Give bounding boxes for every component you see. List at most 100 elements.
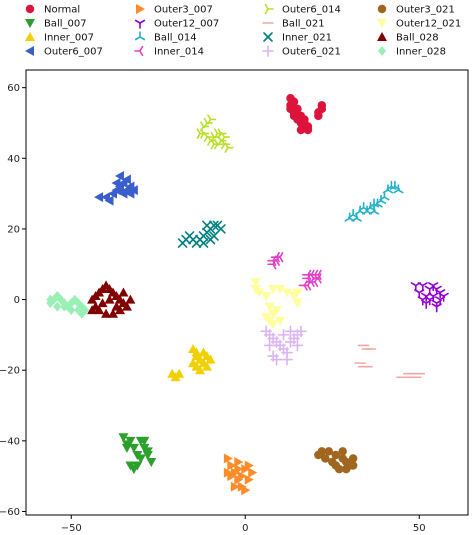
data-point xyxy=(101,308,112,318)
data-point xyxy=(118,287,129,297)
data-point xyxy=(146,458,157,468)
data-point xyxy=(393,184,404,194)
data-point xyxy=(331,450,340,460)
legend-label: Inner_014 xyxy=(154,47,204,58)
data-point xyxy=(296,125,306,135)
legend-label: Ball_014 xyxy=(154,33,197,44)
data-point xyxy=(264,302,275,312)
legend-label: Inner_021 xyxy=(282,33,332,44)
data-point xyxy=(302,269,312,280)
legend-marker xyxy=(25,46,34,56)
legend-label: Outer6_007 xyxy=(44,47,103,58)
legend-marker xyxy=(264,3,274,15)
legend-label: Outer6_014 xyxy=(282,5,341,16)
data-point xyxy=(295,325,307,338)
legend-label: Ball_028 xyxy=(396,33,439,44)
legend-marker xyxy=(377,32,387,41)
data-point xyxy=(209,220,219,231)
legend-item: Outer3_021 xyxy=(377,5,455,16)
data-point xyxy=(201,361,212,371)
data-point xyxy=(298,280,308,291)
data-point xyxy=(324,447,334,456)
data-point xyxy=(128,185,138,196)
legend-item: Inner_028 xyxy=(378,46,446,58)
data-point xyxy=(128,443,139,453)
legend-label: Outer3_007 xyxy=(154,5,213,16)
data-point xyxy=(202,220,212,231)
data-point xyxy=(244,474,254,485)
legend-marker xyxy=(263,32,273,42)
legend-item: Normal xyxy=(25,5,80,16)
data-point xyxy=(224,142,234,153)
x-tick-label: −50 xyxy=(61,523,82,534)
data-point xyxy=(87,305,98,315)
legend-label: Inner_007 xyxy=(44,33,94,44)
data-point xyxy=(94,192,104,203)
legend-item: Inner_014 xyxy=(134,45,204,58)
data-point xyxy=(121,185,131,196)
data-point xyxy=(53,301,62,312)
data-point xyxy=(348,454,358,463)
data-point xyxy=(60,301,69,312)
legend-item: Inner_021 xyxy=(263,32,332,44)
legend-marker xyxy=(134,31,146,41)
data-point xyxy=(428,282,439,292)
data-point xyxy=(191,347,202,357)
data-point xyxy=(198,238,209,248)
data-point xyxy=(275,316,286,326)
legend-marker xyxy=(136,4,145,14)
data-point xyxy=(414,289,425,299)
data-point xyxy=(348,461,358,470)
data-point xyxy=(312,269,322,280)
data-point xyxy=(114,185,124,196)
legend-label: Ball_007 xyxy=(44,19,87,30)
legend-item: Outer6_007 xyxy=(25,46,103,58)
legend-marker xyxy=(377,19,387,28)
data-point xyxy=(421,299,432,309)
data-point xyxy=(344,212,355,222)
data-point xyxy=(338,447,347,456)
data-point xyxy=(223,453,233,464)
data-point xyxy=(196,128,206,139)
data-point xyxy=(300,118,309,128)
data-point xyxy=(292,288,303,298)
legend-marker xyxy=(134,19,146,29)
data-point xyxy=(248,467,258,478)
y-tick-label: 0 xyxy=(14,295,20,306)
data-point xyxy=(263,339,276,352)
data-point xyxy=(281,353,293,366)
data-point xyxy=(234,464,244,475)
data-point xyxy=(341,464,351,474)
data-point xyxy=(268,284,279,294)
data-point xyxy=(282,288,293,298)
data-point xyxy=(289,97,299,107)
data-point xyxy=(125,294,136,304)
data-point xyxy=(188,358,199,368)
legend-label: Ball_021 xyxy=(282,19,325,30)
data-point xyxy=(125,461,136,471)
data-point xyxy=(293,104,302,114)
legend-label: Outer12_007 xyxy=(154,19,219,30)
data-point xyxy=(121,174,131,185)
legend-marker xyxy=(25,32,35,41)
legend-item: Ball_007 xyxy=(25,19,87,30)
data-point xyxy=(277,329,290,341)
data-point xyxy=(237,471,247,482)
data-point xyxy=(108,308,119,318)
data-point xyxy=(358,201,369,212)
data-point xyxy=(284,325,297,338)
data-point xyxy=(223,467,233,478)
y-tick-label: 40 xyxy=(7,154,20,165)
legend-marker xyxy=(25,19,35,28)
data-point xyxy=(289,111,299,121)
data-point xyxy=(67,305,76,316)
data-point xyxy=(286,104,295,114)
legend-label: Inner_028 xyxy=(396,47,446,58)
data-point xyxy=(114,170,124,181)
data-point xyxy=(217,128,227,139)
data-point xyxy=(209,231,219,241)
data-point xyxy=(244,460,254,471)
data-point xyxy=(121,443,132,453)
legend-item: Outer6_021 xyxy=(262,45,341,58)
